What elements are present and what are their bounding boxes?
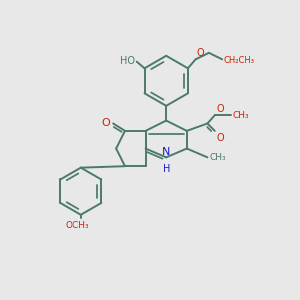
Text: HO: HO bbox=[120, 56, 135, 66]
Text: O: O bbox=[101, 118, 110, 128]
Text: OCH₃: OCH₃ bbox=[65, 221, 89, 230]
Text: CH₃: CH₃ bbox=[233, 111, 249, 120]
Text: H: H bbox=[163, 164, 170, 174]
Text: O: O bbox=[196, 48, 204, 58]
Text: O: O bbox=[216, 104, 224, 114]
Text: CH₂CH₃: CH₂CH₃ bbox=[224, 56, 255, 65]
Text: N: N bbox=[162, 147, 170, 157]
Text: O: O bbox=[216, 133, 224, 143]
Text: CH₃: CH₃ bbox=[209, 153, 226, 162]
